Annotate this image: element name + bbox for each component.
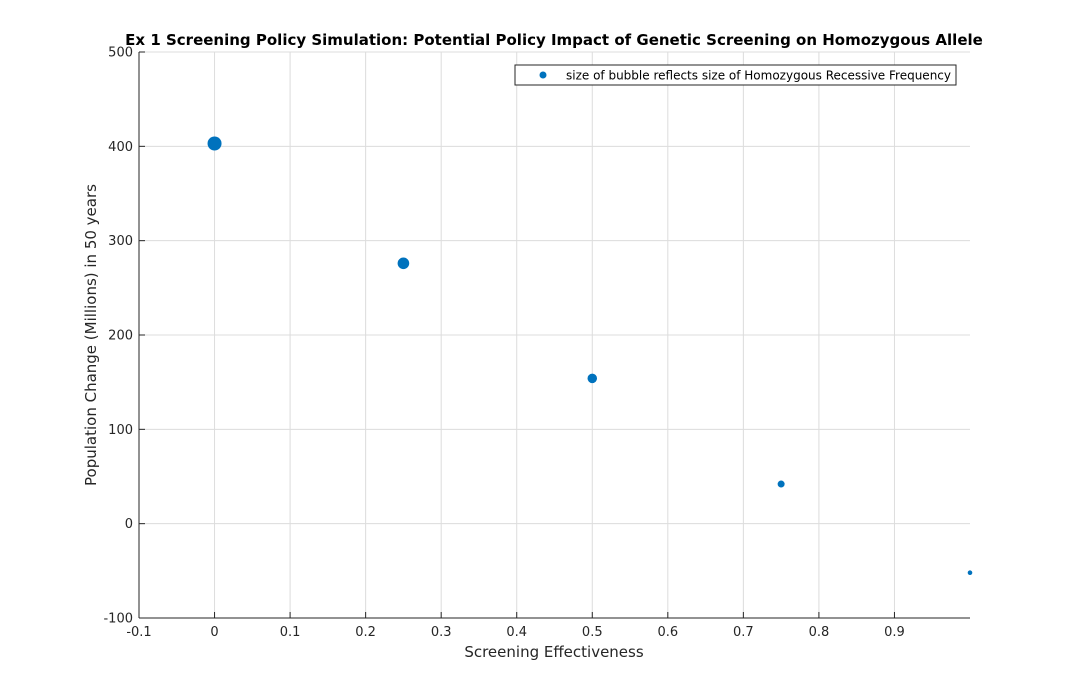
data-point — [967, 570, 973, 576]
x-tick-label: 0.3 — [431, 625, 452, 640]
legend: size of bubble reflects size of Homozygo… — [514, 64, 957, 86]
y-tick-label: 0 — [125, 517, 133, 532]
legend-entry: size of bubble reflects size of Homozygo… — [566, 69, 951, 83]
data-point — [777, 480, 785, 488]
x-axis-label: Screening Effectiveness — [464, 643, 644, 661]
grid-lines — [138, 51, 970, 619]
y-tick-label: 400 — [108, 140, 133, 155]
chart-title: Ex 1 Screening Policy Simulation: Potent… — [125, 31, 983, 49]
y-tick-label: 100 — [108, 423, 133, 438]
data-point — [207, 136, 222, 151]
y-axis-label: Population Change (Millions) in 50 years — [82, 184, 100, 486]
x-tick-label: 0.6 — [657, 625, 678, 640]
y-tick-label: -100 — [103, 612, 133, 627]
x-tick-label: 0.9 — [884, 625, 905, 640]
legend-box — [514, 64, 957, 86]
x-tick-label: 0.8 — [809, 625, 830, 640]
y-tick-label: 500 — [108, 46, 133, 61]
data-point — [587, 373, 598, 384]
data-points — [207, 136, 973, 576]
x-tick-label: 0.5 — [582, 625, 603, 640]
x-tick-label: 0.7 — [733, 625, 754, 640]
x-axis-ticks: -0.1 0 0.1 0.2 0.3 0.4 0.5 0.6 0.7 0.8 0.9 — [126, 612, 905, 640]
legend-marker — [539, 71, 547, 79]
y-axis-ticks: -100 0 100 200 300 400 500 — [103, 46, 145, 627]
x-tick-label: 0.4 — [506, 625, 527, 640]
y-tick-label: 300 — [108, 234, 133, 249]
x-tick-label: 0 — [210, 625, 218, 640]
x-tick-label: 0.1 — [280, 625, 301, 640]
data-point — [397, 257, 410, 270]
x-tick-label: 0.2 — [355, 625, 376, 640]
x-tick-label: -0.1 — [126, 625, 151, 640]
y-tick-label: 200 — [108, 329, 133, 344]
